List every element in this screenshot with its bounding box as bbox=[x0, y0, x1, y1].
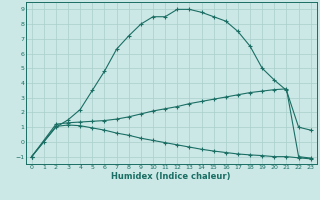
X-axis label: Humidex (Indice chaleur): Humidex (Indice chaleur) bbox=[111, 172, 231, 181]
